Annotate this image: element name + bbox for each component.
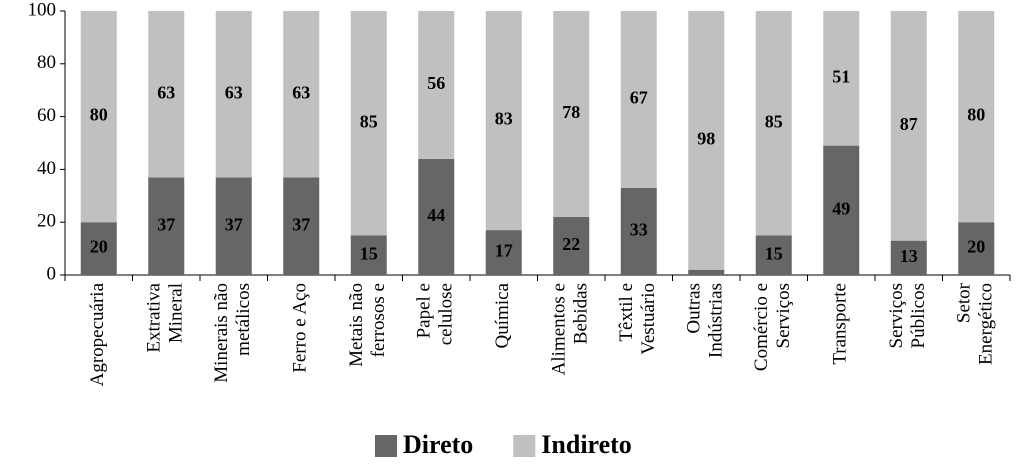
data-label: 63 xyxy=(157,82,175,102)
x-tick-label: Química xyxy=(492,282,513,348)
bar-segment xyxy=(418,11,455,159)
data-label: 49 xyxy=(832,198,850,218)
y-tick-label: 60 xyxy=(37,105,56,126)
bar-segment xyxy=(215,177,252,275)
bar-segment xyxy=(485,11,522,231)
legend-label: Direto xyxy=(403,430,473,459)
data-label: 51 xyxy=(832,66,850,86)
x-tick-label: Metais nãoferrosos e xyxy=(346,283,389,367)
data-label: 98 xyxy=(697,128,715,148)
x-tick-label: Papel ecelulose xyxy=(414,283,457,345)
y-tick-label: 40 xyxy=(37,158,56,179)
data-label: 87 xyxy=(900,114,918,134)
data-label: 80 xyxy=(967,105,985,125)
x-tick-label: Alimentos eBebidas xyxy=(549,283,592,375)
data-label: 63 xyxy=(292,82,310,102)
bar-segment xyxy=(958,11,995,223)
data-label: 80 xyxy=(90,105,108,125)
x-tick-label: SetorEnergético xyxy=(954,282,997,365)
data-label: 17 xyxy=(495,241,513,261)
bar-segment xyxy=(418,158,455,275)
bar-segment xyxy=(148,177,185,275)
bar-segment xyxy=(350,11,387,236)
data-label: 20 xyxy=(90,237,108,257)
legend-swatch xyxy=(375,435,397,457)
bar-segment xyxy=(823,11,860,146)
data-label: 37 xyxy=(157,214,175,234)
data-label: 33 xyxy=(630,220,648,240)
x-tick-label: Agropecuária xyxy=(87,282,108,386)
x-tick-label: Minerais nãometálicos xyxy=(211,283,254,383)
x-tick-label: ExtrativaMineral xyxy=(144,282,187,352)
bar-segment xyxy=(283,177,320,275)
bar-segment xyxy=(283,11,320,178)
data-label: 20 xyxy=(967,237,985,257)
x-tick-label: OutrasIndústrias xyxy=(684,283,727,358)
data-label: 13 xyxy=(900,246,918,266)
bar-segment xyxy=(890,11,927,241)
bar-segment xyxy=(755,11,792,236)
x-tick-label: ServiçosPúblicos xyxy=(886,283,929,348)
x-tick-label: Ferro e Aço xyxy=(290,283,311,373)
x-tick-label: Têxtil eVestuário xyxy=(616,283,659,355)
x-tick-label: Comércio eServiços xyxy=(751,283,794,371)
data-label: 67 xyxy=(630,88,648,108)
x-tick-label: Transporte xyxy=(830,283,851,365)
y-tick-label: 20 xyxy=(37,211,56,232)
data-label: 37 xyxy=(292,214,310,234)
y-tick-label: 0 xyxy=(47,263,57,284)
bar-segment xyxy=(890,240,927,275)
data-label: 63 xyxy=(225,82,243,102)
data-label: 44 xyxy=(427,205,445,225)
bar-segment xyxy=(148,11,185,178)
bar-segment xyxy=(485,230,522,275)
bar-segment xyxy=(350,235,387,275)
bar-segment xyxy=(553,216,590,275)
bar-segment xyxy=(688,269,725,275)
bar-segment xyxy=(688,11,725,270)
data-label: 85 xyxy=(765,111,783,131)
bar-segment xyxy=(823,145,860,275)
bar-segment xyxy=(620,11,657,188)
bar-segment xyxy=(553,11,590,217)
bar-segment xyxy=(80,11,117,223)
data-label: 78 xyxy=(562,102,580,122)
legend-swatch xyxy=(513,435,536,457)
bar-segment xyxy=(80,222,117,275)
data-label: 37 xyxy=(225,214,243,234)
data-label: 83 xyxy=(495,109,513,129)
data-label: 85 xyxy=(360,111,378,131)
data-label: 15 xyxy=(360,243,378,263)
y-tick-label: 80 xyxy=(37,52,56,73)
data-label: 15 xyxy=(765,243,783,263)
legend-label: Indireto xyxy=(541,430,632,459)
bar-segment xyxy=(620,187,657,275)
bar-segment xyxy=(755,235,792,275)
bar-segment xyxy=(958,222,995,275)
bar-segment xyxy=(215,11,252,178)
y-tick-label: 100 xyxy=(28,0,57,20)
data-label: 22 xyxy=(562,234,580,254)
data-label: 56 xyxy=(427,73,445,93)
